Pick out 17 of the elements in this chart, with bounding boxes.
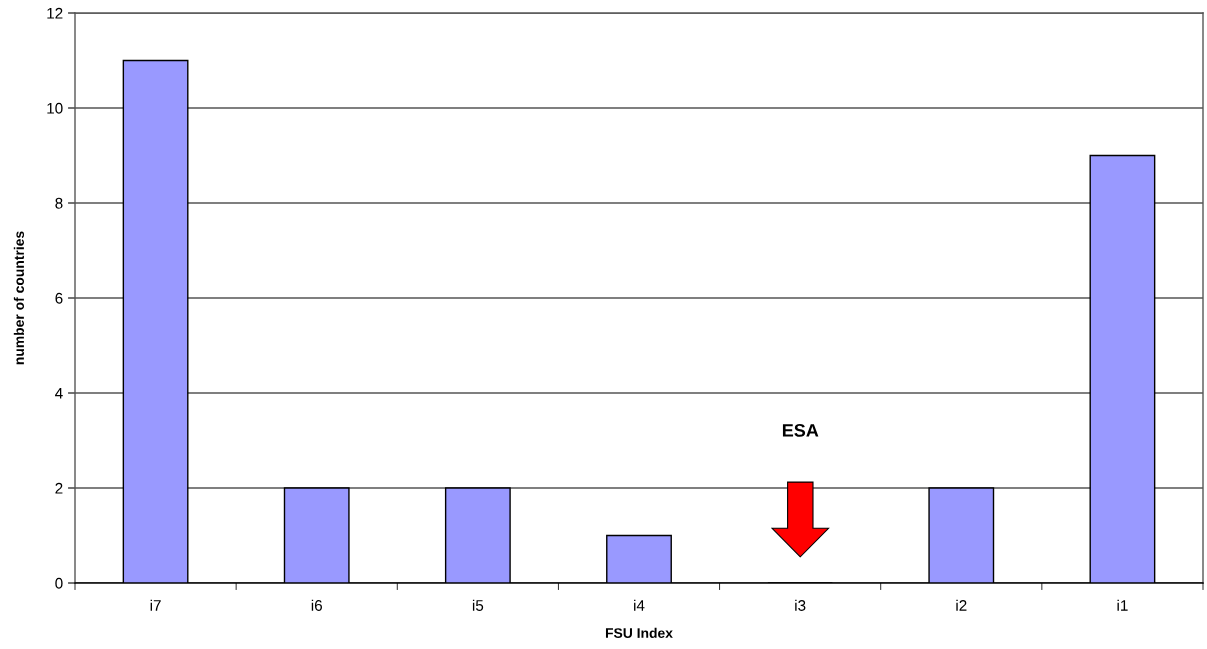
x-tick-label: i7 xyxy=(150,599,161,611)
x-axis-title: FSU Index xyxy=(605,627,673,638)
y-tick-label: 8 xyxy=(55,197,63,209)
y-tick-label: 6 xyxy=(55,292,63,304)
y-tick-label: 2 xyxy=(55,482,63,494)
x-tick-label: i2 xyxy=(956,599,967,611)
y-axis-title: number of countries xyxy=(13,231,25,365)
y-tick-label: 0 xyxy=(55,577,63,589)
x-tick-label: i3 xyxy=(795,599,806,611)
x-tick-label: i5 xyxy=(472,599,484,611)
y-tick-label: 4 xyxy=(55,388,63,399)
y-tick-label: 10 xyxy=(47,102,63,114)
x-tick-label: i1 xyxy=(1117,599,1128,611)
x-tick-label: i4 xyxy=(634,599,645,611)
annotation: ESA xyxy=(782,424,819,437)
y-tick-label: 12 xyxy=(47,7,63,19)
x-tick-label: i6 xyxy=(311,599,322,611)
